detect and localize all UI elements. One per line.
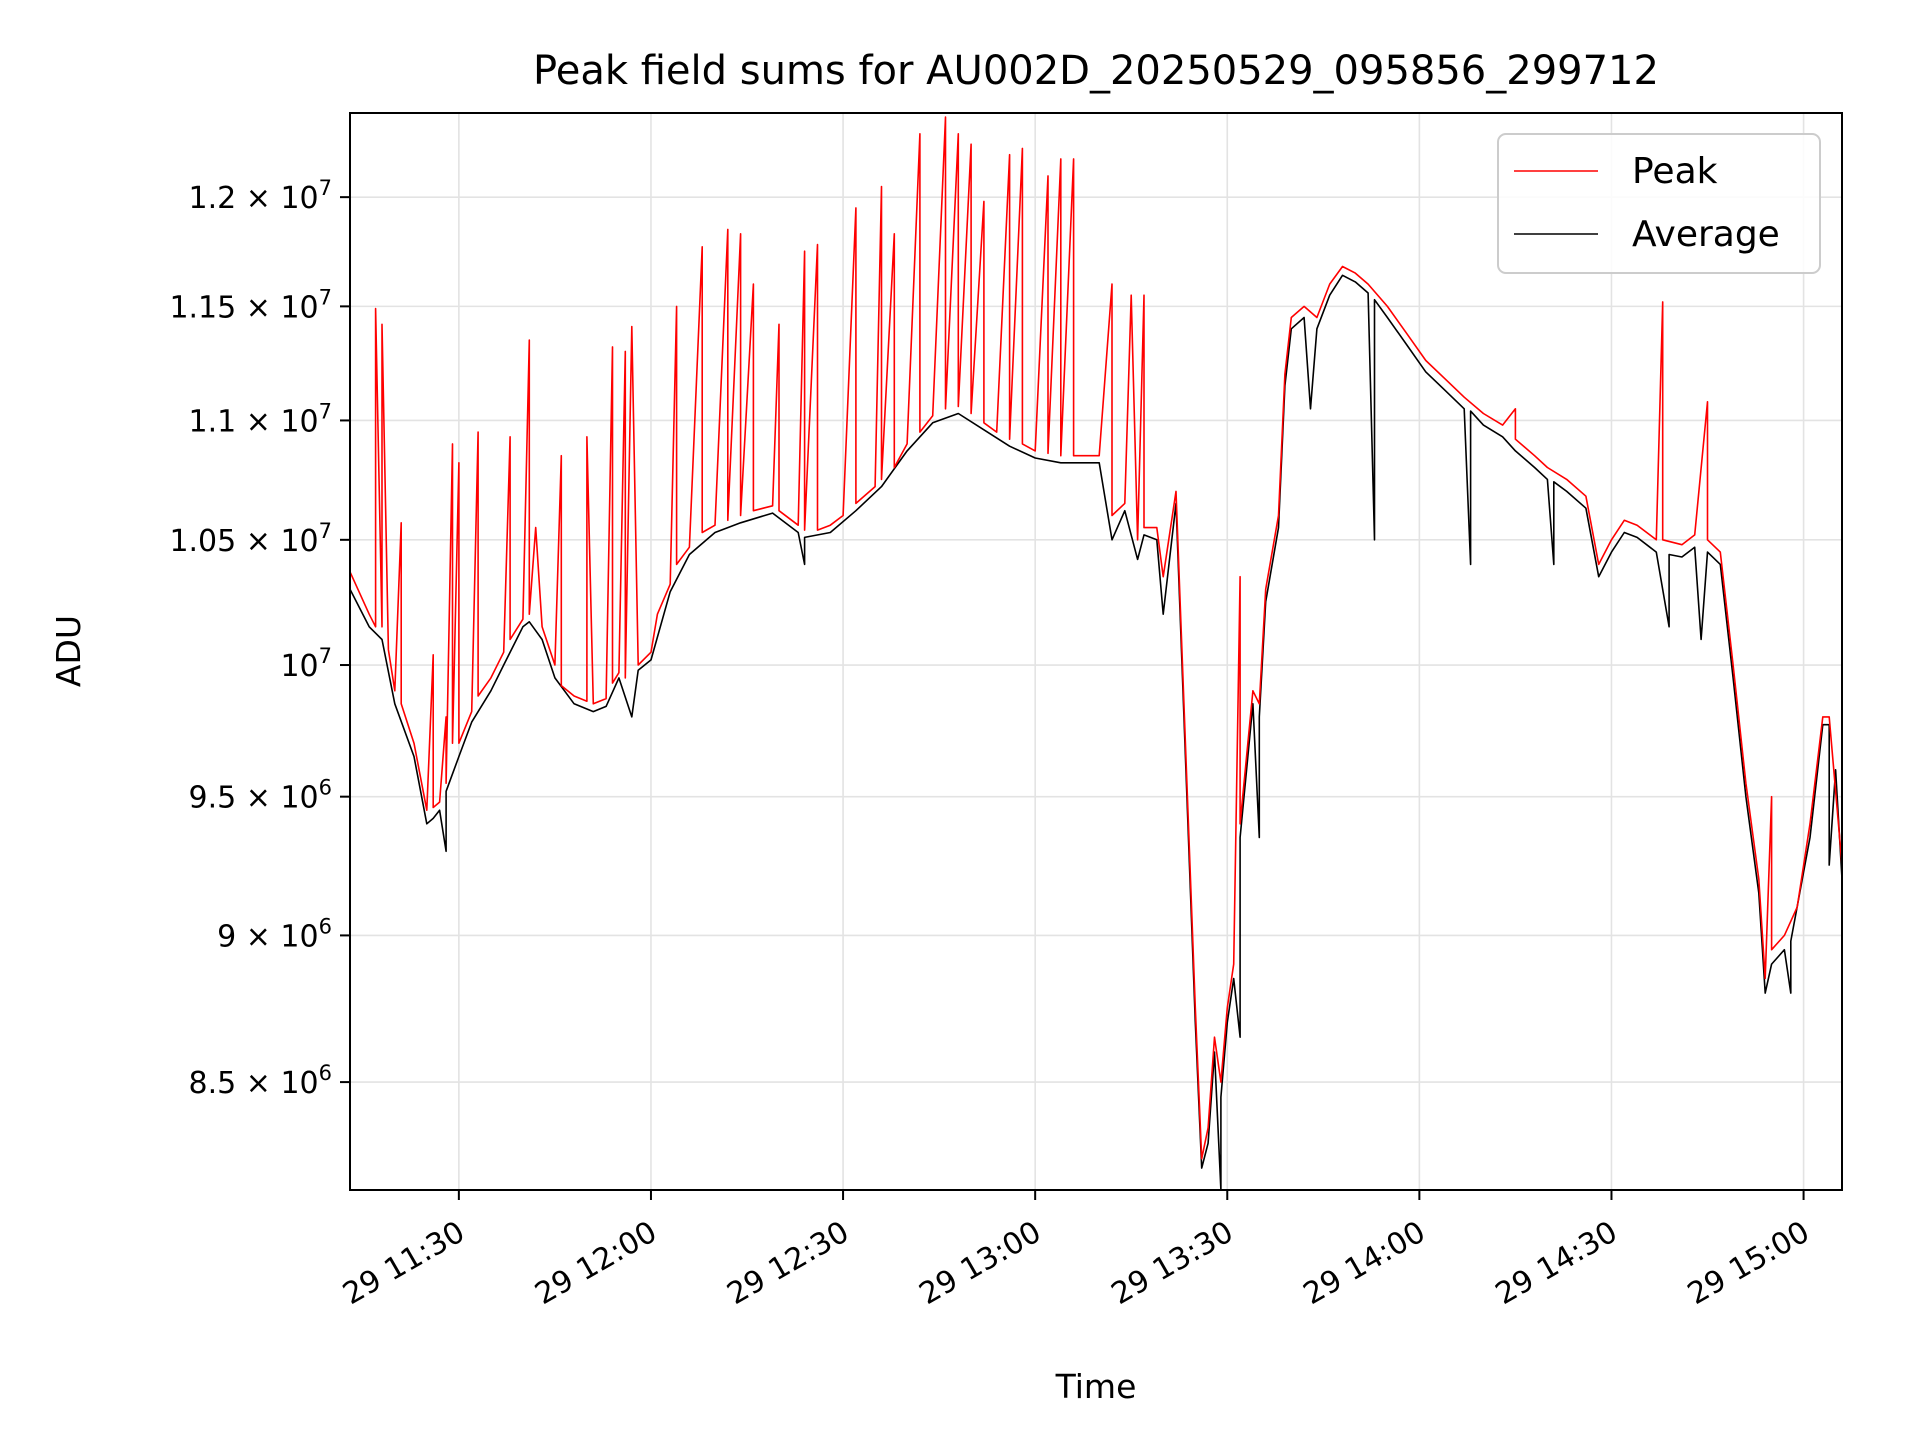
y-tick-label: 1.05 × 107 [169,519,332,559]
y-tick-label: 8.5 × 106 [189,1061,332,1101]
series-layer [350,116,1842,1190]
y-axis-title: ADU [49,615,88,687]
series-line-peak [350,116,1842,1160]
y-axis: 8.5 × 106 9 × 106 9.5 × 106 107 1.05 × 107 1.… [169,176,350,1101]
grid [350,113,1842,1190]
y-tick-label: 9.5 × 106 [189,776,332,816]
y-tick-label: 1.15 × 107 [169,285,332,325]
legend-label-peak: Peak [1632,151,1718,192]
legend: Peak Average [1497,133,1821,274]
x-axis-title: Time [1055,1367,1137,1406]
y-tick-label: 1.1 × 107 [189,399,332,439]
chart-title: Peak field sums for AU002D_20250529_0958… [533,48,1659,94]
y-tick-label: 107 [280,644,332,684]
plot-frame [349,112,1843,1191]
series-line-average [350,274,1842,1190]
legend-label-average: Average [1632,214,1780,255]
y-tick-label: 1.2 × 107 [189,176,332,216]
legend-box [1497,133,1821,274]
y-tick-label: 9 × 106 [217,914,332,954]
